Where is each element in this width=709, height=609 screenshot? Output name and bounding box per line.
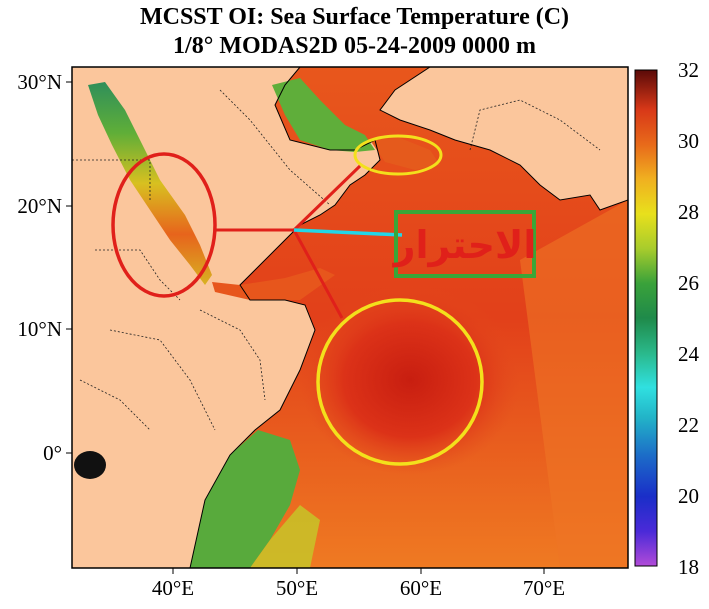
gulf-of-oman-marker-ellipse <box>353 134 443 176</box>
gulf-of-oman <box>370 138 440 170</box>
persian-gulf <box>272 78 375 152</box>
lon-label-60e: 60°E <box>400 576 442 600</box>
connector-line-arabian-sea <box>292 229 344 319</box>
map-title-line2: 1/8° MODAS2D 05-24-2009 0000 m <box>173 33 536 59</box>
map-area <box>72 67 628 568</box>
colorbar-label-18: 18 <box>678 555 699 579</box>
colorbar-label-26: 26 <box>678 271 699 295</box>
annotation-label-text: الاحترار <box>392 223 537 267</box>
country-borders <box>72 89 601 431</box>
longitude-ticks <box>172 568 545 574</box>
indian-ocean-warm-band <box>520 200 628 568</box>
gulf-of-aden <box>212 268 335 300</box>
somali-coast-mild-water <box>250 505 320 568</box>
lon-label-40e: 40°E <box>152 576 194 600</box>
map-frame <box>71 66 629 569</box>
annotation-label-box <box>394 210 536 278</box>
lon-label-70e: 70°E <box>523 576 565 600</box>
annotations: الاحترار <box>111 134 537 466</box>
lon-label-50e: 50°E <box>276 576 318 600</box>
colorbar-label-28: 28 <box>678 200 699 224</box>
connector-line-oman <box>292 164 362 232</box>
colorbar-label-24: 24 <box>678 342 700 366</box>
coastlines <box>189 67 628 568</box>
somali-coast-cool-water <box>190 430 300 568</box>
lat-label-10n: 10°N <box>17 317 62 341</box>
lat-label-0: 0° <box>43 441 62 465</box>
connector-line-cyan <box>293 228 403 237</box>
arabian-sea-hotspot <box>300 285 520 475</box>
red-sea-marker-ellipse <box>111 152 217 298</box>
lake-victoria <box>74 451 106 479</box>
map-title-line1: MCSST OI: Sea Surface Temperature (C) <box>139 4 570 30</box>
lat-label-20n: 20°N <box>17 194 62 218</box>
iran-india-land <box>380 67 628 210</box>
lat-label-30n: 30°N <box>17 70 62 94</box>
colorbar-label-22: 22 <box>678 413 699 437</box>
arabian-sea-marker-circle <box>316 298 484 466</box>
colorbar-label-30: 30 <box>678 129 699 153</box>
colorbar-label-20: 20 <box>678 484 699 508</box>
colorbar <box>634 69 658 567</box>
latitude-ticks <box>66 81 72 454</box>
colorbar-label-32: 32 <box>678 58 699 82</box>
